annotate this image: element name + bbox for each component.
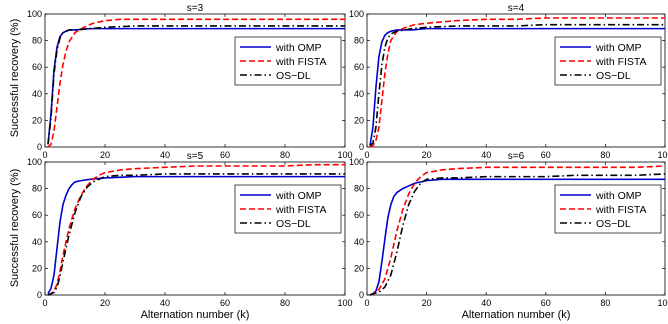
x-tick-label: 40: [160, 298, 170, 308]
y-tick-label: 60: [32, 62, 42, 72]
legend-label: with FISTA: [275, 204, 327, 216]
y-tick-label: 0: [359, 142, 364, 152]
legend-label: OS−DL: [276, 218, 311, 230]
legend: with OMP with FISTA OS−DL: [554, 36, 662, 86]
legend-label: OS−DL: [276, 70, 311, 82]
y-tick-label: 20: [354, 263, 364, 273]
series-line-with-omp: [369, 178, 665, 296]
subplot-4: s=6020406080100020406080100with OMPwith …: [349, 151, 668, 321]
x-tick-label: 60: [541, 150, 551, 160]
y-tick-label: 40: [32, 237, 42, 247]
y-tick-label: 60: [32, 210, 42, 220]
x-tick-label: 20: [100, 298, 110, 308]
series-line-with-fista: [369, 165, 666, 296]
x-tick-label: 80: [280, 298, 290, 308]
series-line-with-fista: [47, 18, 345, 148]
y-tick-label: 60: [354, 210, 364, 220]
legend-label: with OMP: [595, 190, 642, 202]
subplot-2: s=4020406080100020406080100with OMPwith …: [349, 3, 668, 160]
x-tick-label: 80: [280, 150, 290, 160]
subplot-title: s=5: [187, 151, 204, 162]
x-tick-label: 60: [220, 150, 230, 160]
y-tick-label: 0: [359, 290, 364, 300]
x-axis-label: Alternation number (k): [141, 309, 250, 321]
x-tick-label: 0: [364, 150, 369, 160]
y-tick-label: 40: [354, 89, 364, 99]
x-tick-label: 40: [160, 150, 170, 160]
series-line-with-omp: [47, 175, 345, 295]
x-axis-label: Alternation number (k): [462, 309, 571, 321]
legend-label: OS−DL: [596, 70, 631, 82]
legend: with OMP with FISTA OS−DL: [234, 36, 342, 86]
legend-label: with FISTA: [595, 204, 647, 216]
subplot-title: s=3: [187, 3, 204, 14]
legend-label: with FISTA: [275, 56, 327, 68]
series-line-os-dl: [47, 173, 345, 296]
x-tick-label: 80: [600, 298, 610, 308]
x-tick-label: 20: [422, 150, 432, 160]
series-line-os-dl: [369, 23, 665, 147]
x-tick-label: 20: [100, 150, 110, 160]
y-tick-label: 80: [354, 36, 364, 46]
figure-ylabel-top: Successful recovery (%): [9, 19, 21, 138]
x-tick-label: 60: [220, 298, 230, 308]
x-tick-label: 40: [481, 298, 491, 308]
legend: with OMP with FISTA OS−DL: [554, 184, 662, 234]
y-tick-label: 80: [32, 184, 42, 194]
figure-ylabel-bottom: Successful recovery (%): [9, 169, 21, 288]
x-tick-label: 0: [42, 298, 47, 308]
x-tick-label: 60: [541, 298, 551, 308]
y-tick-label: 60: [354, 62, 364, 72]
y-tick-label: 20: [354, 115, 364, 125]
y-tick-label: 100: [349, 157, 364, 167]
y-tick-label: 20: [32, 115, 42, 125]
y-tick-label: 100: [349, 9, 364, 19]
x-tick-label: 100: [337, 298, 352, 308]
legend: with OMP with FISTA OS−DL: [234, 184, 342, 234]
y-tick-label: 40: [354, 237, 364, 247]
legend-label: with OMP: [595, 42, 642, 54]
series-line-with-fista: [47, 163, 345, 296]
subplot-title: s=6: [508, 151, 525, 162]
x-tick-label: 0: [364, 298, 369, 308]
x-tick-label: 0: [42, 150, 47, 160]
x-tick-label: 100: [657, 298, 668, 308]
legend-label: with FISTA: [595, 56, 647, 68]
x-tick-label: 100: [337, 150, 352, 160]
x-tick-label: 40: [481, 150, 491, 160]
y-tick-label: 80: [354, 184, 364, 194]
y-tick-label: 80: [32, 36, 42, 46]
legend-label: with OMP: [275, 190, 322, 202]
series-line-os-dl: [47, 25, 345, 145]
legend-label: OS−DL: [596, 218, 631, 230]
y-tick-label: 40: [32, 89, 42, 99]
series-line-with-omp: [369, 27, 665, 146]
x-tick-label: 80: [600, 150, 610, 160]
legend-label: with OMP: [275, 42, 322, 54]
y-tick-label: 0: [37, 290, 42, 300]
subplot-title: s=4: [508, 3, 525, 14]
y-tick-label: 20: [32, 263, 42, 273]
x-tick-label: 100: [657, 150, 668, 160]
series-line-with-fista: [369, 17, 665, 148]
y-tick-label: 0: [37, 142, 42, 152]
y-tick-label: 100: [27, 157, 42, 167]
y-tick-label: 100: [27, 9, 42, 19]
series-line-os-dl: [369, 173, 666, 296]
x-tick-label: 20: [422, 298, 432, 308]
